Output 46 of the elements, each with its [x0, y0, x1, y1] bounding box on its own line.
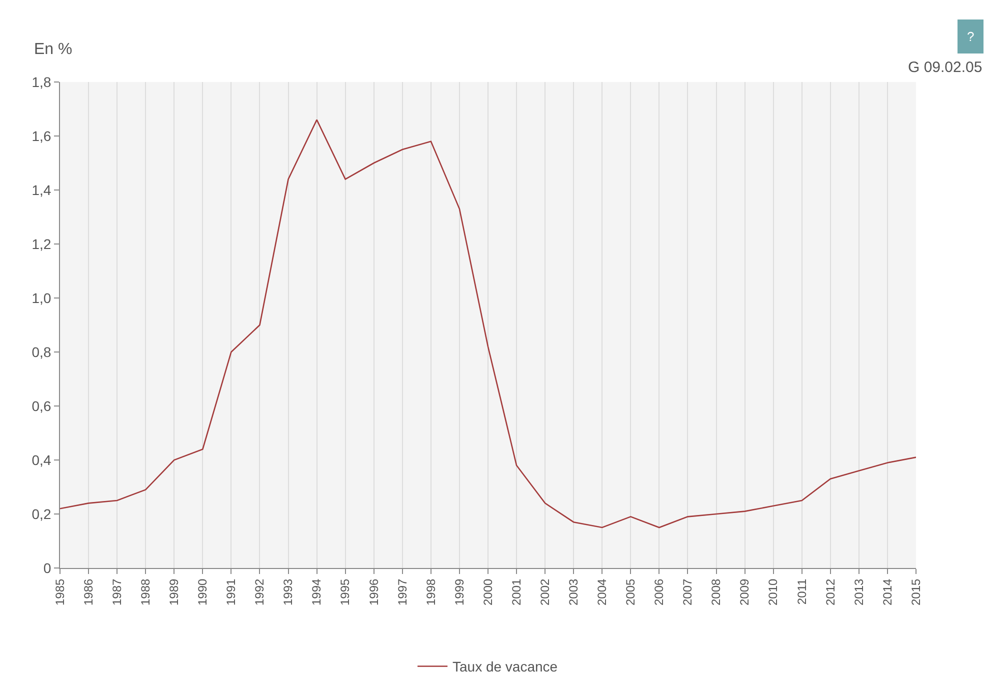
x-tick-label: 2012	[823, 578, 838, 606]
x-tick-label: 1988	[138, 578, 152, 606]
x-tick-label: 1985	[52, 578, 67, 606]
x-tick-label: 2015	[908, 578, 923, 606]
x-tick-label: 1986	[81, 578, 96, 606]
text: ?	[967, 29, 974, 44]
y-tick-label: 0,6	[32, 398, 52, 414]
x-tick-label: 2007	[680, 578, 695, 606]
y-axis-title: En %	[34, 41, 72, 58]
text: G 09.02.05	[908, 59, 982, 76]
x-tick-label: 1995	[338, 578, 352, 606]
legend-label: Taux de vacance	[452, 658, 558, 675]
y-tick-label: 0	[43, 560, 52, 576]
x-tick-label: 2014	[880, 578, 894, 606]
y-tick-label: 1,0	[32, 290, 52, 306]
x-tick-label: 2010	[766, 578, 780, 606]
x-tick-label: 1991	[224, 578, 238, 606]
x-tick-label: 2004	[595, 578, 610, 606]
line-series	[60, 119, 916, 528]
y-tick-label: 0,4	[32, 452, 52, 468]
x-tick-label: 2013	[852, 578, 866, 606]
x-tick-label: 1992	[252, 578, 267, 606]
x-tick-label: 2008	[709, 578, 724, 606]
y-tick-label: 0,2	[32, 506, 52, 522]
x-tick-label: 1994	[310, 578, 324, 606]
y-tick-label: 0,8	[32, 344, 52, 360]
x-tick-label: 2009	[738, 578, 752, 606]
x-tick-label: 1999	[452, 578, 466, 606]
x-tick-label: 2001	[509, 578, 524, 606]
x-tick-label: 2002	[538, 578, 552, 606]
x-tick-label: 1996	[366, 578, 381, 606]
x-tick-label: 2006	[652, 578, 666, 606]
x-tick-label: 2000	[480, 578, 495, 606]
x-tick-label: 1997	[395, 578, 410, 606]
x-tick-label: 1987	[110, 578, 124, 606]
x-tick-label: 2003	[566, 578, 580, 606]
y-tick-label: 1,8	[32, 74, 52, 90]
x-tick-label: 1993	[281, 578, 296, 606]
y-tick-label: 1,6	[32, 128, 52, 144]
x-tick-label: 1998	[424, 578, 438, 606]
x-tick-label: 1989	[167, 578, 182, 606]
x-tick-label: 2011	[794, 578, 809, 605]
y-tick-label: 1,2	[32, 236, 52, 252]
x-tick-label: 2005	[624, 578, 638, 606]
y-tick-label: 1,4	[32, 182, 52, 198]
x-tick-label: 1990	[196, 578, 210, 606]
